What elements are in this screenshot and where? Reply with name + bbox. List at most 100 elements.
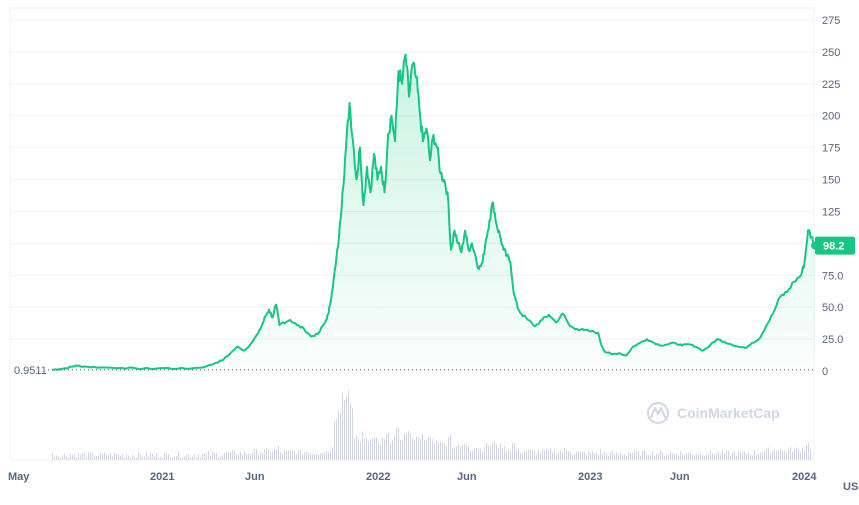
volume-bar	[496, 444, 497, 460]
volume-bar	[788, 448, 789, 460]
volume-bar	[780, 449, 781, 460]
volume-bar	[452, 447, 453, 460]
volume-bar	[468, 445, 469, 460]
volume-bar	[552, 452, 553, 460]
volume-bar	[382, 438, 383, 460]
volume-bar	[588, 450, 589, 460]
volume-bar	[610, 451, 611, 460]
volume-bar	[284, 450, 285, 460]
volume-bar	[58, 456, 59, 460]
volume-bar	[182, 457, 183, 460]
volume-bar	[550, 448, 551, 460]
volume-bar	[532, 449, 533, 460]
volume-bar	[560, 450, 561, 460]
volume-bar	[462, 445, 463, 460]
volume-bar	[384, 439, 385, 460]
volume-bar	[570, 451, 571, 460]
volume-bar	[214, 453, 215, 460]
volume-bar	[482, 451, 483, 460]
volume-bar	[102, 453, 103, 460]
volume-bar	[676, 454, 677, 460]
volume-bar	[528, 449, 529, 460]
y-tick-label: 175	[822, 143, 840, 155]
volume-bar	[386, 434, 387, 460]
volume-bar	[574, 453, 575, 460]
x-tick-label: Jun	[245, 471, 265, 483]
volume-bar	[494, 440, 495, 460]
volume-bar	[562, 451, 563, 460]
volume-bar	[54, 457, 55, 460]
volume-bar	[566, 449, 567, 460]
volume-bar	[222, 455, 223, 460]
volume-bar	[104, 452, 105, 460]
y-tick-label: 25.0	[822, 334, 843, 346]
volume-bar	[544, 450, 545, 460]
volume-bar	[772, 450, 773, 460]
volume-bar	[790, 446, 791, 460]
x-axis: May 2021 Jun 2022 Jun 2023 Jun 2024	[8, 471, 817, 483]
volume-bar	[96, 455, 97, 460]
volume-bar	[252, 452, 253, 460]
volume-bar	[196, 456, 197, 460]
volume-bar	[808, 442, 809, 460]
volume-bar	[516, 449, 517, 460]
volume-bar	[168, 453, 169, 460]
volume-bar	[266, 448, 267, 460]
volume-bar	[632, 452, 633, 460]
volume-bar	[536, 454, 537, 460]
volume-bar	[654, 455, 655, 460]
volume-bar	[186, 454, 187, 460]
volume-bar	[642, 450, 643, 460]
volume-bar	[68, 457, 69, 460]
volume-bar	[764, 450, 765, 460]
volume-bar	[420, 438, 421, 460]
volume-bar	[368, 441, 369, 460]
volume-bar	[100, 452, 101, 460]
volume-bar	[702, 455, 703, 460]
volume-bar	[408, 430, 409, 460]
volume-bar	[502, 448, 503, 460]
volume-bar	[66, 455, 67, 460]
volume-bar	[614, 454, 615, 460]
volume-bar	[306, 451, 307, 460]
volume-bar	[250, 454, 251, 460]
volume-bar	[624, 453, 625, 460]
volume-bar	[738, 450, 739, 460]
volume-bar	[694, 454, 695, 460]
volume-bar	[376, 437, 377, 460]
volume-bar	[118, 454, 119, 460]
volume-bar	[122, 453, 123, 460]
volume-bar	[74, 454, 75, 460]
volume-bar	[582, 451, 583, 460]
volume-bar	[336, 418, 337, 460]
volume-bar	[156, 452, 157, 460]
volume-bar	[282, 453, 283, 460]
volume-bar	[272, 451, 273, 460]
volume-bar	[150, 453, 151, 460]
volume-bar	[546, 448, 547, 460]
volume-bar	[274, 448, 275, 460]
price-area-fill	[52, 54, 815, 371]
volume-bar	[472, 450, 473, 460]
volume-bar	[774, 448, 775, 460]
volume-bar	[142, 456, 143, 460]
volume-bar	[414, 439, 415, 460]
volume-bar	[674, 453, 675, 460]
volume-bar	[690, 452, 691, 460]
volume-bar	[394, 437, 395, 460]
watermark: CoinMarketCap	[647, 402, 780, 424]
volume-bar	[432, 439, 433, 460]
volume-bar	[534, 450, 535, 460]
volume-bar	[138, 451, 139, 460]
volume-bar	[784, 450, 785, 460]
volume-bar	[152, 453, 153, 460]
volume-bar	[700, 452, 701, 460]
volume-bar	[300, 449, 301, 460]
volume-bar	[134, 456, 135, 460]
volume-bar	[484, 447, 485, 460]
volume-bar	[310, 453, 311, 460]
volume-bar	[628, 452, 629, 460]
volume-bar	[688, 452, 689, 460]
volume-bar	[704, 455, 705, 460]
y-tick-label: 225	[822, 79, 840, 91]
